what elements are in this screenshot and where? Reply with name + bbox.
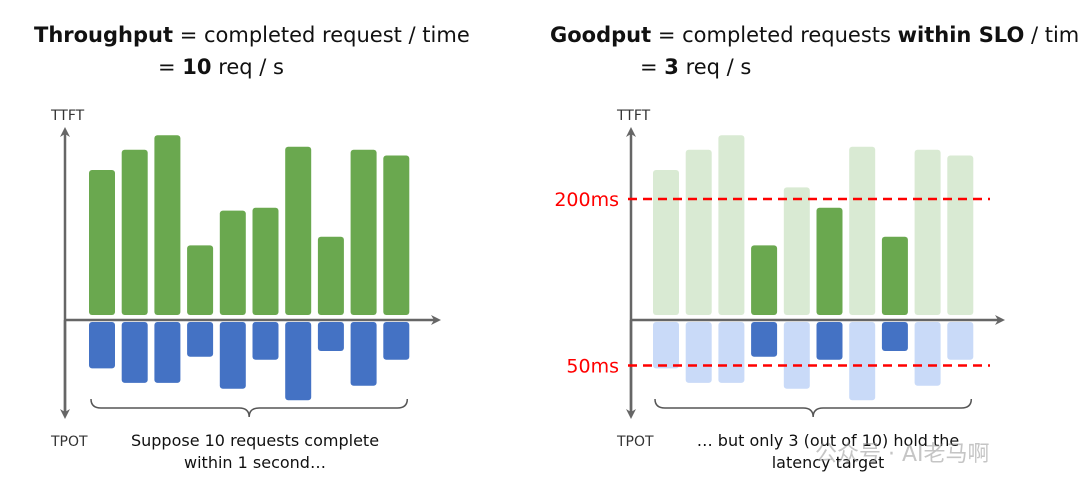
tpot-bar (653, 322, 679, 369)
goodput-caption-line2: latency target (771, 453, 885, 472)
ttft-bar (317, 236, 344, 315)
goodput-chart: TTFT TPOT 200ms 50ms (554, 108, 1005, 450)
tpot-bar (849, 322, 876, 401)
ttft-bar (685, 149, 712, 315)
ttft-axis-label: TTFT (616, 108, 651, 124)
goodput-slo-term: within SLO (897, 23, 1025, 47)
ttft-bar (947, 155, 974, 315)
tpot-bar (783, 322, 810, 389)
throughput-value: 10 (182, 55, 212, 79)
tpot-bar (914, 322, 941, 386)
throughput-caption: Suppose 10 requests complete within 1 se… (100, 430, 410, 474)
goodput-term: Goodput (550, 23, 652, 47)
throughput-term: Throughput (34, 23, 174, 47)
tpot-bar (881, 322, 908, 351)
ttft-bar (816, 207, 843, 315)
slo-label-tpot: 50ms (566, 356, 619, 378)
throughput-equals: = (158, 55, 183, 79)
tpot-bar (350, 322, 377, 386)
tpot-axis-label: TPOT (616, 434, 654, 450)
throughput-caption-line1: Suppose 10 requests complete (130, 431, 380, 450)
ttft-bar (219, 210, 246, 315)
ttft-bar (881, 236, 908, 315)
throughput-chart: TTFT TPOT (50, 108, 441, 450)
tpot-axis-label: TPOT (50, 434, 88, 450)
ttft-bar (849, 146, 876, 315)
ttft-bar (653, 170, 679, 315)
tpot-bar (751, 322, 778, 357)
throughput-formula: = completed request / time (173, 23, 470, 47)
tpot-bar (383, 322, 410, 360)
throughput-unit: req / s (211, 55, 284, 79)
tpot-bar (317, 322, 344, 351)
tpot-bar (947, 322, 974, 360)
brace (654, 398, 973, 418)
goodput-title-line1: Goodput = completed requests within SLO … (550, 20, 1080, 50)
ttft-bar (914, 149, 941, 315)
ttft-bar (718, 135, 745, 315)
tpot-bar (187, 322, 214, 357)
tpot-bar (154, 322, 181, 383)
goodput-formula-a: = completed requests (651, 23, 898, 47)
ttft-bar (751, 245, 778, 315)
tpot-bar (685, 322, 712, 383)
tpot-bar (285, 322, 312, 401)
tpot-bar (718, 322, 745, 383)
goodput-value: 3 (664, 55, 679, 79)
ttft-bar (350, 149, 377, 315)
tpot-bar (89, 322, 115, 369)
ttft-bar (154, 135, 181, 315)
goodput-title-line2: = 3 req / s (640, 52, 751, 82)
goodput-formula-b: / time (1030, 23, 1080, 47)
ttft-bar (187, 245, 214, 315)
goodput-caption: … but only 3 (out of 10) hold the latenc… (668, 430, 988, 474)
goodput-equals: = (640, 55, 665, 79)
ttft-bar (252, 207, 279, 315)
tpot-bar (816, 322, 843, 360)
brace (90, 398, 409, 418)
goodput-caption-line1: … but only 3 (out of 10) hold the (696, 431, 960, 450)
tpot-bar (252, 322, 279, 360)
ttft-bar (383, 155, 410, 315)
ttft-bar (285, 146, 312, 315)
tpot-bar (219, 322, 246, 389)
ttft-bar (89, 170, 115, 315)
ttft-bar (783, 187, 810, 315)
throughput-caption-line2: within 1 second… (184, 453, 326, 472)
ttft-bar (121, 149, 148, 315)
slo-label-ttft: 200ms (554, 189, 619, 211)
throughput-title-line1: Throughput = completed request / time (34, 20, 470, 50)
goodput-unit: req / s (678, 55, 752, 79)
tpot-bar (121, 322, 148, 383)
watermark: 公众号 · AI老马啊 (815, 442, 990, 467)
throughput-title-line2: = 10 req / s (158, 52, 284, 82)
ttft-axis-label: TTFT (50, 108, 85, 124)
